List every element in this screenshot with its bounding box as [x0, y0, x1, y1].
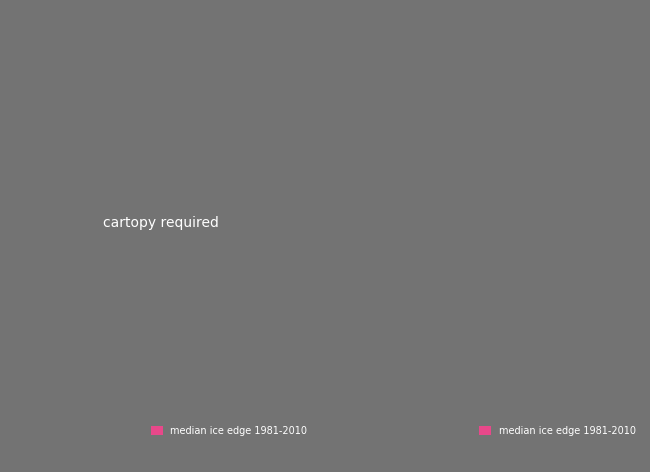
- Text: cartopy required: cartopy required: [103, 216, 219, 229]
- Legend: median ice edge 1981-2010: median ice edge 1981-2010: [148, 423, 311, 439]
- Legend: median ice edge 1981-2010: median ice edge 1981-2010: [476, 423, 639, 439]
